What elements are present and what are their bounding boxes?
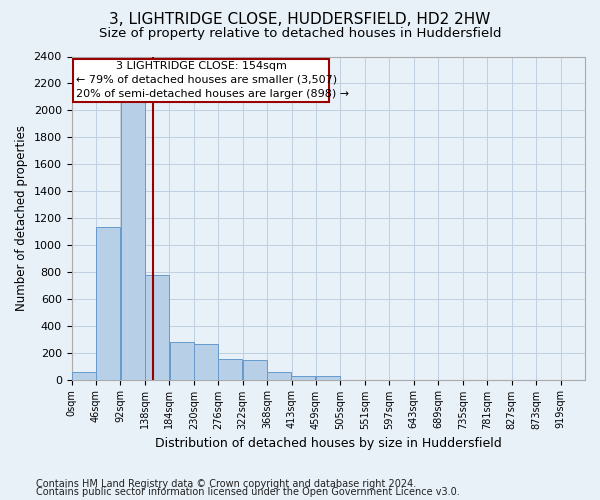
Text: 20% of semi-detached houses are larger (898) →: 20% of semi-detached houses are larger (… — [76, 89, 349, 99]
Bar — [218, 360, 242, 380]
Bar — [96, 228, 120, 380]
Text: Contains public sector information licensed under the Open Government Licence v3: Contains public sector information licen… — [36, 487, 460, 497]
Bar — [291, 376, 315, 380]
Bar — [194, 344, 218, 380]
Text: Contains HM Land Registry data © Crown copyright and database right 2024.: Contains HM Land Registry data © Crown c… — [36, 479, 416, 489]
FancyBboxPatch shape — [73, 58, 329, 102]
Bar — [145, 275, 169, 380]
X-axis label: Distribution of detached houses by size in Huddersfield: Distribution of detached houses by size … — [155, 437, 502, 450]
Bar — [72, 372, 96, 380]
Bar — [121, 86, 145, 380]
Y-axis label: Number of detached properties: Number of detached properties — [15, 125, 28, 311]
Bar — [268, 372, 292, 380]
Bar — [243, 360, 267, 380]
Text: ← 79% of detached houses are smaller (3,507): ← 79% of detached houses are smaller (3,… — [76, 74, 337, 85]
Text: 3, LIGHTRIDGE CLOSE, HUDDERSFIELD, HD2 2HW: 3, LIGHTRIDGE CLOSE, HUDDERSFIELD, HD2 2… — [109, 12, 491, 28]
Text: 3 LIGHTRIDGE CLOSE: 154sqm: 3 LIGHTRIDGE CLOSE: 154sqm — [116, 60, 286, 70]
Text: Size of property relative to detached houses in Huddersfield: Size of property relative to detached ho… — [99, 28, 501, 40]
Bar — [316, 376, 340, 380]
Bar — [170, 342, 194, 380]
